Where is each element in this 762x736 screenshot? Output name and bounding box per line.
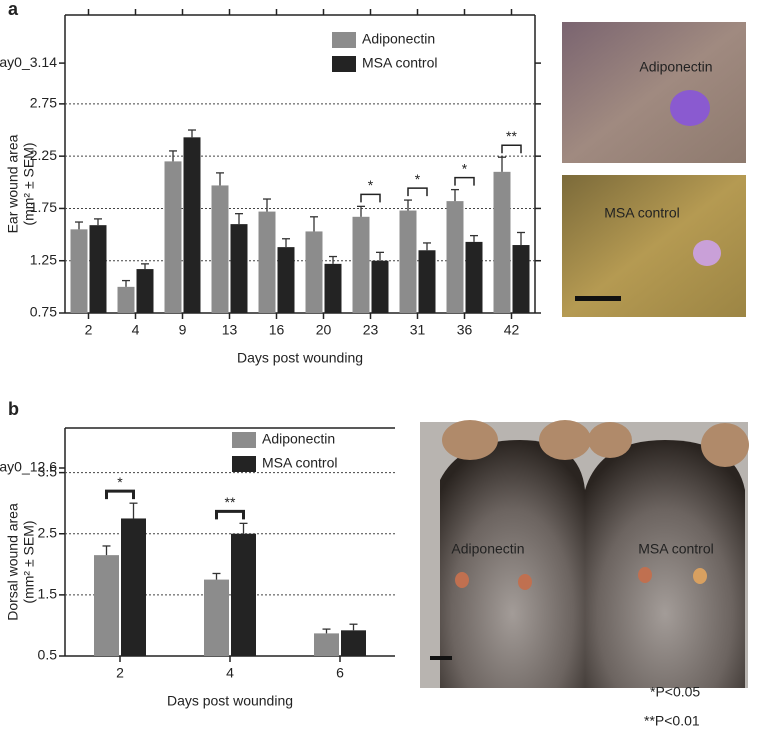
y-tick-label: 2.25 — [30, 147, 57, 163]
bar — [512, 245, 530, 313]
y-tick-label: 2.5 — [38, 524, 58, 540]
bar — [121, 518, 146, 656]
photo: Adiponectin — [562, 22, 746, 163]
legend-swatch — [232, 456, 256, 472]
bar — [70, 229, 88, 313]
bar — [94, 555, 119, 656]
y-tick-label: 3.5 — [38, 463, 58, 479]
y-tick-label: 1.75 — [30, 199, 57, 215]
panel-label: b — [8, 399, 19, 419]
y-axis-label: (mm² ± SEM) — [21, 520, 37, 603]
legend-swatch — [232, 432, 256, 448]
significance-label: * — [117, 474, 123, 490]
x-axis-label: Days post wounding — [237, 350, 363, 366]
bar — [136, 269, 154, 313]
y-tick-label: 0.75 — [30, 304, 57, 320]
x-tick-label: 36 — [457, 322, 473, 338]
footnote: **P<0.01 — [644, 713, 700, 729]
x-tick-label: 4 — [132, 322, 140, 338]
legend-label: Adiponectin — [362, 31, 435, 47]
bar — [204, 579, 229, 656]
photo-label: MSA control — [638, 541, 713, 557]
significance-label: * — [415, 171, 421, 187]
x-tick-label: 6 — [336, 665, 344, 681]
significance-label: ** — [506, 128, 517, 144]
bar — [211, 185, 229, 313]
legend-label: MSA control — [362, 55, 437, 71]
bar — [399, 210, 417, 313]
significance-bracket — [407, 187, 428, 197]
x-tick-label: 2 — [116, 665, 124, 681]
photo: MSA control — [562, 175, 746, 317]
y-axis-label: Dorsal wound area — [5, 503, 21, 621]
photo-label: Adiponectin — [451, 541, 524, 557]
y-axis-label: Ear wound area — [5, 134, 21, 233]
significance-label: * — [368, 177, 374, 193]
x-axis-label: Days post wounding — [167, 693, 293, 709]
legend-label: Adiponectin — [262, 431, 335, 447]
panel-label: a — [8, 0, 19, 19]
legend-label: MSA control — [262, 455, 337, 471]
significance-bracket — [501, 144, 522, 154]
x-tick-label: 9 — [179, 322, 187, 338]
bar — [231, 533, 256, 656]
legend-swatch — [332, 56, 356, 72]
bar — [89, 225, 107, 313]
footnote: *P<0.05 — [650, 684, 700, 700]
significance-bracket — [215, 509, 245, 520]
significance-bracket — [105, 489, 135, 500]
significance-label: ** — [225, 494, 236, 510]
x-tick-label: 4 — [226, 665, 234, 681]
bar — [341, 630, 366, 656]
photo-label: MSA control — [604, 205, 679, 221]
bar — [258, 211, 276, 313]
bar — [465, 241, 483, 313]
bar — [117, 286, 135, 313]
y-tick-label: 1.25 — [30, 251, 57, 267]
bar — [371, 260, 389, 313]
x-tick-label: 16 — [269, 322, 285, 338]
y-tick-label: Day0_3.14 — [0, 54, 57, 70]
y-tick-label: 1.5 — [38, 586, 58, 602]
x-tick-label: 20 — [316, 322, 332, 338]
bar — [493, 171, 511, 313]
bar — [446, 201, 464, 313]
significance-label: * — [462, 160, 468, 176]
x-tick-label: 13 — [222, 322, 238, 338]
y-tick-label: 2.75 — [30, 95, 57, 111]
bar — [183, 137, 201, 313]
bar — [305, 231, 323, 313]
bar — [164, 161, 182, 313]
significance-bracket — [360, 193, 381, 203]
bar — [324, 263, 342, 313]
x-tick-label: 23 — [363, 322, 379, 338]
significance-bracket — [454, 176, 475, 186]
legend-swatch — [332, 32, 356, 48]
bar — [277, 247, 295, 313]
bar — [352, 216, 370, 313]
bar — [418, 250, 436, 313]
y-axis-label: (mm² ± SEM) — [21, 142, 37, 225]
y-tick-label: Day0_12.6 — [0, 459, 57, 475]
x-tick-label: 2 — [85, 322, 93, 338]
x-tick-label: 31 — [410, 322, 426, 338]
y-tick-label: 0.5 — [38, 647, 58, 663]
x-tick-label: 42 — [504, 322, 520, 338]
photo-label: Adiponectin — [639, 59, 712, 75]
bar — [230, 224, 248, 313]
bar — [314, 633, 339, 656]
photo: Adiponectin MSA control — [420, 420, 749, 688]
